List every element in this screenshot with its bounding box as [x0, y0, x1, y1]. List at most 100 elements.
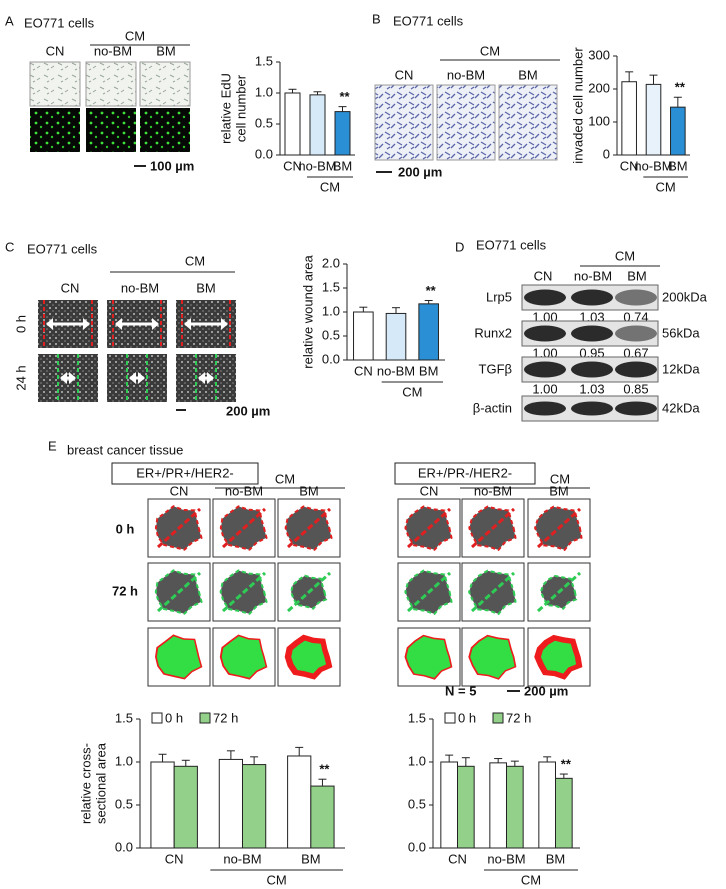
y-tick-label: 2.0: [322, 255, 340, 270]
column-label: no-BM: [574, 268, 612, 283]
column-label: CN: [170, 483, 189, 498]
x-tick-label: no-BM: [634, 158, 672, 173]
tissue: [221, 636, 266, 678]
bar: [670, 106, 686, 156]
column-label: CN: [61, 280, 80, 295]
group-label: ER+/PR-/HER2-: [418, 465, 512, 480]
y-tick-label: 0.0: [115, 839, 133, 854]
cell-line: EO771 cells: [27, 241, 98, 256]
y-tick-label: 0.0: [408, 839, 426, 854]
tissue: [540, 640, 577, 674]
rule: [221, 571, 267, 613]
column-label: CN: [534, 268, 553, 283]
cm-label: CM: [125, 28, 145, 43]
bar: [284, 92, 301, 156]
rule: [470, 571, 516, 613]
x-tick-label: CN: [283, 158, 302, 173]
column-label: CN: [46, 43, 65, 58]
bar: [353, 311, 374, 361]
row-label: 0 h: [116, 521, 135, 536]
arrow-head: [60, 372, 76, 384]
band: [615, 289, 657, 306]
y-axis-title: relative wound area: [300, 255, 315, 369]
row-label: 0 h: [13, 315, 28, 333]
rule: [536, 571, 582, 613]
panel-letter: A: [5, 13, 14, 28]
band: [571, 401, 613, 416]
y-tick-label: 100: [588, 113, 610, 128]
panel-letter: D: [455, 239, 464, 254]
group-box: [111, 462, 259, 485]
x-tick-label: BM: [668, 158, 688, 173]
band: [524, 325, 566, 342]
group-label: CM: [402, 384, 422, 399]
legend-label: 72 h: [506, 710, 531, 725]
bar: [173, 765, 198, 849]
row-label: 24 h: [13, 365, 28, 390]
rule: [286, 571, 332, 613]
legend-swatch: [492, 712, 504, 724]
y-tick-label: 0.5: [322, 327, 340, 342]
scale-label: 200 µm: [524, 683, 568, 698]
bar: [645, 83, 662, 156]
rule: [156, 507, 202, 549]
panel-letter: B: [372, 11, 381, 26]
legend-label: 0 h: [165, 710, 183, 725]
y-axis-title: invaded cell number: [570, 47, 585, 164]
annotation: **: [675, 80, 686, 95]
blot-label: β-actin: [473, 400, 512, 415]
y-tick-label: 0: [603, 146, 610, 161]
x-tick-label: CN: [448, 851, 467, 866]
scale-label: 200 µm: [226, 403, 270, 418]
y-tick-label: 1.0: [115, 753, 133, 768]
y-axis-title: relative cross-: [78, 743, 93, 824]
blot-ratio: 1.03: [579, 381, 604, 396]
column-label: BM: [196, 280, 216, 295]
cm-label: CM: [615, 248, 635, 263]
micrograph: [436, 84, 496, 161]
rule: [286, 507, 332, 549]
bar: [418, 303, 439, 361]
bar: [218, 758, 243, 849]
x-tick-label: no-BM: [487, 851, 525, 866]
group-label: CM: [320, 179, 340, 194]
band: [571, 289, 613, 306]
fluorescence-image: [30, 108, 80, 152]
rule: [221, 507, 267, 549]
y-axis-title: relative EdU: [218, 73, 233, 144]
y-tick-label: 0.5: [255, 115, 273, 130]
tissue: [470, 636, 515, 678]
blot-size: 12kDa: [662, 361, 700, 376]
tissue: [291, 640, 327, 674]
legend-swatch: [444, 712, 456, 724]
legend-swatch: [151, 712, 163, 724]
arrow-head: [198, 372, 214, 384]
fluorescence-image: [86, 108, 136, 152]
rule: [406, 507, 452, 549]
micrograph: [374, 84, 434, 161]
x-tick-label: BM: [333, 158, 353, 173]
micrograph: [498, 84, 558, 161]
bar: [385, 312, 407, 361]
column-label: no-BM: [225, 483, 263, 498]
column-label: BM: [518, 67, 538, 82]
column-label: BM: [627, 268, 647, 283]
x-tick-label: BM: [301, 851, 321, 866]
y-tick-label: 300: [588, 47, 610, 62]
panel-title: breast cancer tissue: [67, 442, 183, 457]
sample-size: N = 5: [445, 683, 476, 698]
bar: [310, 785, 335, 849]
x-tick-label: CN: [165, 851, 184, 866]
column-label: BM: [299, 483, 319, 498]
bar: [440, 761, 458, 849]
blot-ratio: 0.85: [623, 381, 648, 396]
cell-line: EO771 cells: [393, 13, 464, 28]
annotation: **: [339, 89, 350, 104]
group-label: CM: [656, 179, 676, 194]
tissue: [406, 636, 451, 678]
bar: [489, 762, 507, 849]
annotation: **: [319, 762, 330, 777]
bar: [555, 777, 573, 849]
group-label: CM: [267, 872, 287, 887]
